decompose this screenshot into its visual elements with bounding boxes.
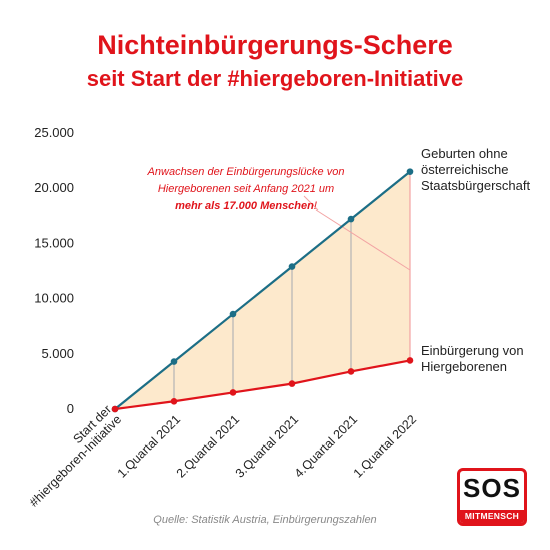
source-note: Quelle: Statistik Austria, Einbürgerungs… <box>153 514 377 526</box>
y-tick-label: 20.000 <box>34 180 74 195</box>
births-point <box>288 263 296 270</box>
naturalization-line <box>114 359 411 411</box>
births-point <box>170 358 178 365</box>
births-point <box>406 168 414 175</box>
annotation-line-1: Anwachsen der Einbürgerungslücke von <box>147 166 345 178</box>
naturalization-series-label-1: Einbürgerung von <box>421 343 524 358</box>
naturalization-point <box>111 405 119 413</box>
naturalization-series-label-2: Hiergeborenen <box>421 359 507 374</box>
births-series-label-3: Staatsbürgerschaft <box>421 178 531 193</box>
annotation-highlight: mehr als 17.000 Menschen <box>175 200 314 212</box>
naturalization-point <box>229 389 237 396</box>
y-tick-label: 25.000 <box>34 125 74 140</box>
y-tick-label: 15.000 <box>34 235 74 250</box>
y-tick-label: 5.000 <box>41 346 74 361</box>
sos-mitmensch-logo: SOS MITMENSCH <box>457 468 527 526</box>
naturalization-point <box>170 397 178 405</box>
logo-text: SOS <box>463 473 521 503</box>
logo-subtext: MITMENSCH <box>460 510 524 523</box>
chart-title: Nichteinbürgerungs-Schere <box>97 30 453 60</box>
births-series-label-2: österreichische <box>421 162 508 177</box>
naturalization-point <box>347 368 355 375</box>
x-tick-label: Start der#hiergeboren-Initiative <box>17 402 124 509</box>
x-tick-label: 1.Quartal 2022 <box>351 412 419 480</box>
annotation-leader-hook <box>303 195 319 211</box>
births-point <box>229 310 237 318</box>
naturalization-point <box>288 380 296 387</box>
annotation-line-2: Hiergeborenen seit Anfang 2021 um <box>158 183 334 195</box>
births-line <box>114 170 411 410</box>
y-tick-label: 0 <box>67 401 74 416</box>
annotation-exclamation: ! <box>314 200 317 212</box>
births-series-label-1: Geburten ohne <box>421 146 508 161</box>
chart-subtitle: seit Start der #hiergeboren-Initiative <box>86 66 464 91</box>
y-tick-label: 10.000 <box>34 291 74 306</box>
annotation-leader <box>315 209 411 271</box>
annotation-line-3: mehr als 17.000 Menschen! <box>175 200 317 212</box>
births-point <box>347 215 355 223</box>
naturalization-point <box>406 357 414 364</box>
